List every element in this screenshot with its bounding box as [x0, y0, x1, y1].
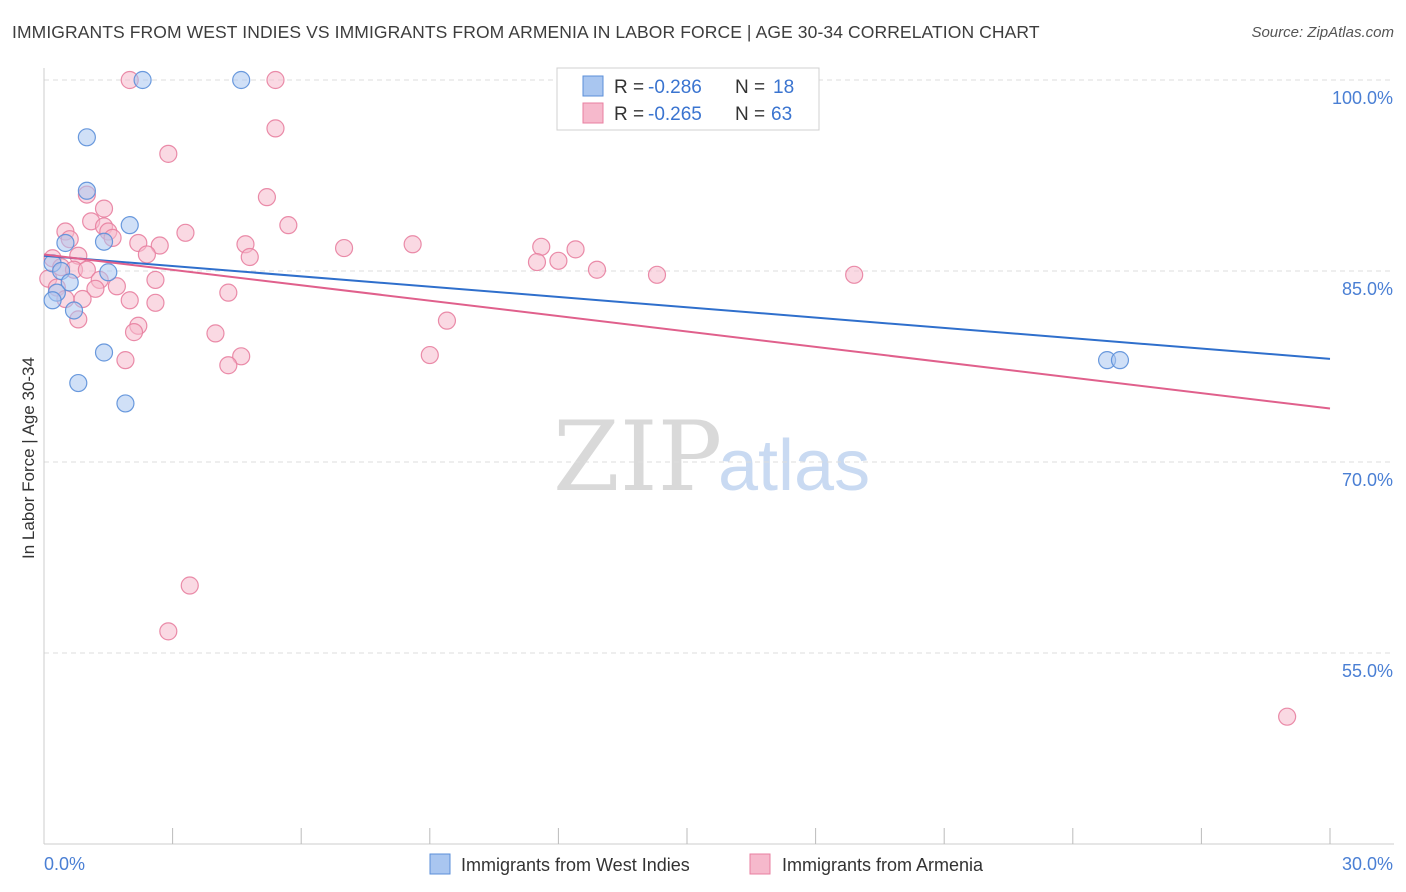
legend-r-value-west-indies: -0.286 — [648, 77, 702, 98]
trend-lines — [43, 253, 1331, 410]
legend-n-value-west-indies: 18 — [773, 77, 794, 98]
data-point-armenia — [150, 236, 169, 255]
data-point-armenia — [94, 199, 114, 218]
data-point-west-indies — [60, 273, 79, 292]
data-point-west-indies — [94, 343, 114, 362]
data-point-west-indies — [64, 301, 84, 320]
data-point-armenia — [532, 237, 551, 256]
trend-line-west-indies — [43, 254, 1331, 360]
legend-r-label: R = — [614, 104, 644, 125]
data-point-armenia — [266, 119, 285, 138]
watermark-atlas: atlas — [718, 426, 870, 506]
data-point-armenia — [159, 622, 178, 641]
y-tick-labels: 100.0% 85.0% 70.0% 55.0% — [1332, 88, 1393, 681]
axes — [43, 68, 1394, 845]
data-point-armenia — [566, 240, 585, 259]
legend-swatch-west-indies — [582, 75, 604, 97]
data-point-armenia — [647, 265, 667, 284]
bottom-legend-label-west-indies: Immigrants from West Indies — [461, 855, 690, 875]
stats-legend: R = -0.286 N = 18 R = -0.265 N = 63 — [556, 67, 820, 131]
data-point-armenia — [77, 260, 96, 279]
trend-line-armenia — [43, 253, 1331, 410]
watermark-zip: ZIP — [553, 401, 722, 513]
data-point-west-indies — [94, 232, 114, 251]
legend-r-value-armenia: -0.265 — [648, 104, 702, 125]
data-point-armenia — [266, 70, 285, 90]
data-point-west-indies — [77, 128, 96, 147]
data-point-armenia — [403, 235, 422, 254]
data-point-west-indies — [69, 373, 88, 393]
legend-n-label: N = — [735, 77, 765, 98]
bottom-legend-swatch-armenia — [749, 853, 771, 875]
y-axis-label: In Labor Force | Age 30-34 — [19, 357, 38, 559]
data-points — [39, 70, 1297, 726]
data-point-armenia — [107, 277, 126, 296]
data-point-armenia — [219, 283, 238, 302]
data-point-armenia — [587, 260, 607, 279]
data-point-armenia — [240, 247, 259, 267]
data-point-armenia — [527, 252, 547, 272]
data-point-west-indies — [116, 394, 135, 413]
data-point-armenia — [86, 279, 105, 298]
data-point-armenia — [180, 576, 199, 595]
data-point-armenia — [257, 188, 277, 207]
data-point-armenia — [279, 216, 298, 235]
data-point-west-indies — [43, 291, 62, 310]
data-point-west-indies — [99, 263, 118, 282]
data-point-armenia — [176, 223, 195, 242]
data-point-west-indies — [120, 216, 139, 235]
series-legend: Immigrants from West Indies Immigrants f… — [429, 853, 984, 875]
legend-n-value-armenia: 63 — [771, 104, 792, 125]
data-point-armenia — [219, 356, 238, 375]
legend-n-label: N = — [735, 104, 765, 125]
legend-r-label: R = — [614, 77, 644, 98]
x-tick-label: 0.0% — [44, 854, 85, 874]
x-tick-label: 30.0% — [1342, 854, 1393, 874]
legend-swatch-armenia — [582, 102, 604, 124]
data-point-west-indies — [56, 233, 75, 253]
data-point-armenia — [549, 251, 568, 270]
data-point-armenia — [1278, 707, 1297, 726]
y-tick-label: 55.0% — [1342, 661, 1393, 681]
data-point-armenia — [146, 293, 165, 312]
chart-title: IMMIGRANTS FROM WEST INDIES VS IMMIGRANT… — [12, 22, 1040, 42]
watermark: ZIP atlas — [553, 401, 870, 513]
data-point-armenia — [120, 291, 139, 310]
y-tick-label: 70.0% — [1342, 470, 1393, 490]
data-point-west-indies — [77, 181, 96, 200]
data-point-west-indies — [1110, 351, 1130, 370]
data-point-armenia — [437, 311, 457, 330]
data-point-armenia — [206, 324, 225, 343]
data-point-armenia — [420, 345, 439, 365]
x-tick-marks — [172, 828, 1331, 844]
data-point-armenia — [232, 347, 251, 366]
gridlines — [44, 79, 1394, 654]
data-point-armenia — [137, 245, 156, 264]
data-point-armenia — [159, 144, 178, 163]
y-tick-label: 85.0% — [1342, 279, 1393, 299]
data-point-armenia — [124, 323, 144, 342]
data-point-armenia — [334, 238, 354, 258]
data-point-west-indies — [133, 70, 152, 90]
y-tick-label: 100.0% — [1332, 88, 1393, 108]
data-point-west-indies — [232, 70, 251, 90]
data-point-armenia — [845, 265, 864, 284]
bottom-legend-swatch-west-indies — [429, 853, 451, 875]
data-point-armenia — [116, 351, 135, 370]
source-credit: Source: ZipAtlas.com — [1251, 24, 1394, 41]
bottom-legend-label-armenia: Immigrants from Armenia — [782, 855, 984, 875]
x-tick-labels: 0.0% 30.0% — [44, 854, 1393, 874]
data-point-armenia — [146, 270, 165, 290]
